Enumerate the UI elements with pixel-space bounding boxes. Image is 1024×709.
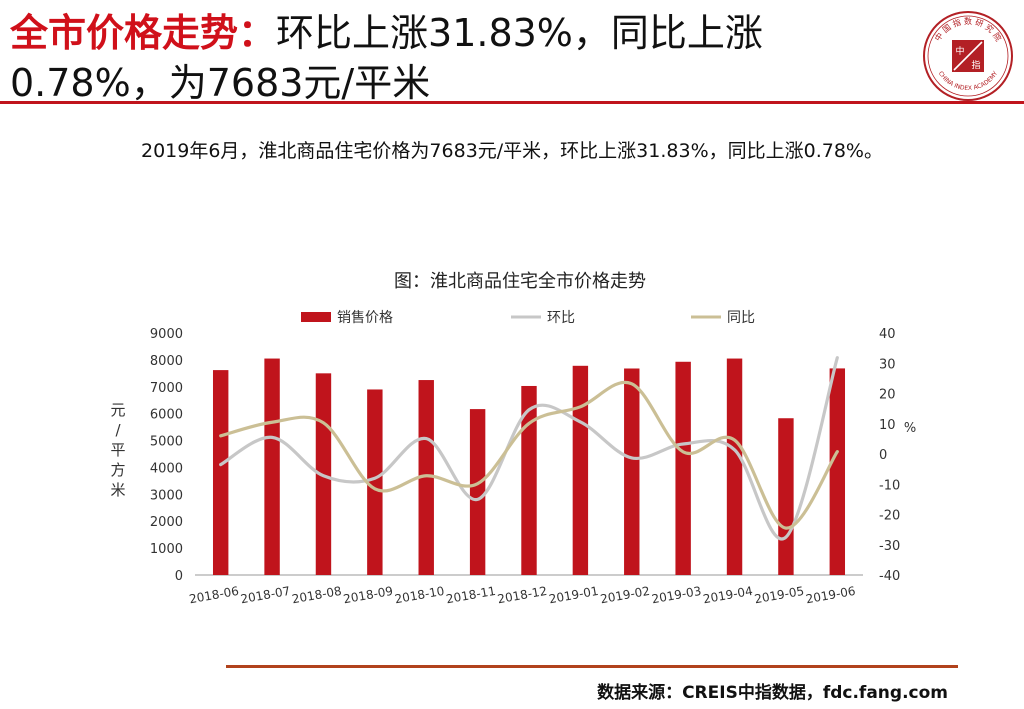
title-line2: 0.78%，为7683元/平米 — [10, 61, 431, 105]
yoy-series-line — [219, 380, 839, 530]
y-right-tick-label: -10 — [879, 478, 900, 493]
x-tick-label: 2019-03 — [651, 584, 703, 606]
title-divider — [0, 101, 1024, 104]
chart-title: 图：淮北商品住宅全市价格走势 — [394, 271, 646, 292]
footer-divider — [226, 665, 958, 668]
price-bar — [675, 361, 691, 575]
y-left-tick-label: 7000 — [150, 381, 183, 396]
price-bar — [212, 370, 229, 575]
line-series — [219, 356, 839, 541]
y-left-tick-label: 1000 — [150, 542, 183, 557]
y-left-tick-label: 0 — [175, 569, 183, 584]
x-tick-label: 2019-05 — [753, 584, 805, 606]
price-bar — [778, 418, 794, 575]
price-bar — [469, 409, 486, 575]
y-left-tick-label: 8000 — [150, 354, 183, 369]
x-tick-label: 2018-06 — [188, 584, 240, 606]
logo-center-text-2: 指 — [971, 59, 980, 71]
logo-center-text: 中 — [955, 45, 964, 57]
title-highlight: 全市价格走势： — [10, 11, 277, 55]
data-source: 数据来源：CREIS中指数据，fdc.fang.com — [597, 683, 948, 703]
y-right-tick-label: 20 — [879, 388, 896, 403]
summary-text: 2019年6月，淮北商品住宅价格为7683元/平米，环比上涨31.83%，同比上… — [140, 140, 883, 162]
chart-legend: 销售价格 环比 同比 — [301, 310, 755, 326]
y-left-tick-label: 2000 — [150, 515, 183, 530]
title-line1: 环比上涨31.83%，同比上涨 — [276, 11, 763, 55]
y-right-tick-label: -40 — [879, 569, 900, 584]
chart-axes: 0 1000 2000 3000 4000 5000 6000 7000 8000 9000 -40… — [110, 327, 916, 606]
y-left-axis-label: 元/平方米 — [110, 401, 125, 499]
y-left-tick-label: 6000 — [150, 408, 183, 423]
price-bar — [367, 389, 383, 575]
y-right-tick-label: -20 — [879, 509, 900, 524]
logo-bottom-text: CHINA INDEX ACADEMY — [937, 70, 1000, 92]
x-tick-label: 2018-07 — [239, 584, 291, 606]
price-bar — [829, 368, 846, 575]
mom-series-line — [219, 356, 839, 541]
x-tick-label: 2018-11 — [445, 584, 497, 606]
page-title: 全市价格走势：环比上涨31.83%，同比上涨 0.78%，为7683元/平米 — [10, 8, 910, 108]
x-tick-label: 2019-01 — [548, 584, 600, 606]
y-left-tick-label: 9000 — [150, 327, 183, 342]
price-trend-chart: 图：淮北商品住宅全市价格走势 销售价格 环比 同比 0100020003000400… — [110, 271, 916, 606]
x-tick-label: 2019-06 — [805, 584, 857, 606]
x-tick-label: 2018-12 — [496, 584, 548, 606]
price-bar — [572, 365, 589, 575]
x-tick-label: 2018-08 — [291, 584, 343, 606]
legend-label: 同比 — [727, 310, 755, 326]
svg-text:CHINA INDEX ACADEMY: CHINA INDEX ACADEMY — [937, 70, 1000, 92]
x-tick-label: 2018-09 — [342, 584, 394, 606]
y-left-tick-label: 5000 — [150, 435, 183, 450]
y-right-tick-label: 40 — [879, 327, 896, 342]
bar-series — [212, 358, 846, 575]
legend-label: 销售价格 — [337, 310, 393, 326]
y-right-tick-label: -30 — [879, 539, 900, 554]
y-left-tick-label: 4000 — [150, 461, 183, 476]
legend-swatch-bar — [301, 312, 331, 322]
price-bar — [264, 358, 280, 575]
x-tick-label: 2018-10 — [394, 584, 446, 606]
legend-label: 环比 — [547, 310, 575, 326]
x-tick-label: 2019-02 — [599, 584, 651, 606]
y-right-tick-label: 10 — [879, 418, 896, 433]
price-bar — [726, 358, 743, 575]
y-left-tick-label: 3000 — [150, 488, 183, 503]
china-index-academy-logo: 中 国 指 数 研 究 院 CHINA INDEX ACADEMY 中 指 — [923, 11, 1013, 101]
price-bar — [521, 385, 537, 575]
y-right-tick-label: 0 — [879, 448, 887, 463]
x-tick-label: 2019-04 — [702, 584, 754, 606]
price-bar — [418, 380, 434, 575]
y-right-axis-label: % — [904, 421, 916, 436]
price-bar — [624, 368, 640, 575]
y-right-tick-label: 30 — [879, 357, 896, 372]
